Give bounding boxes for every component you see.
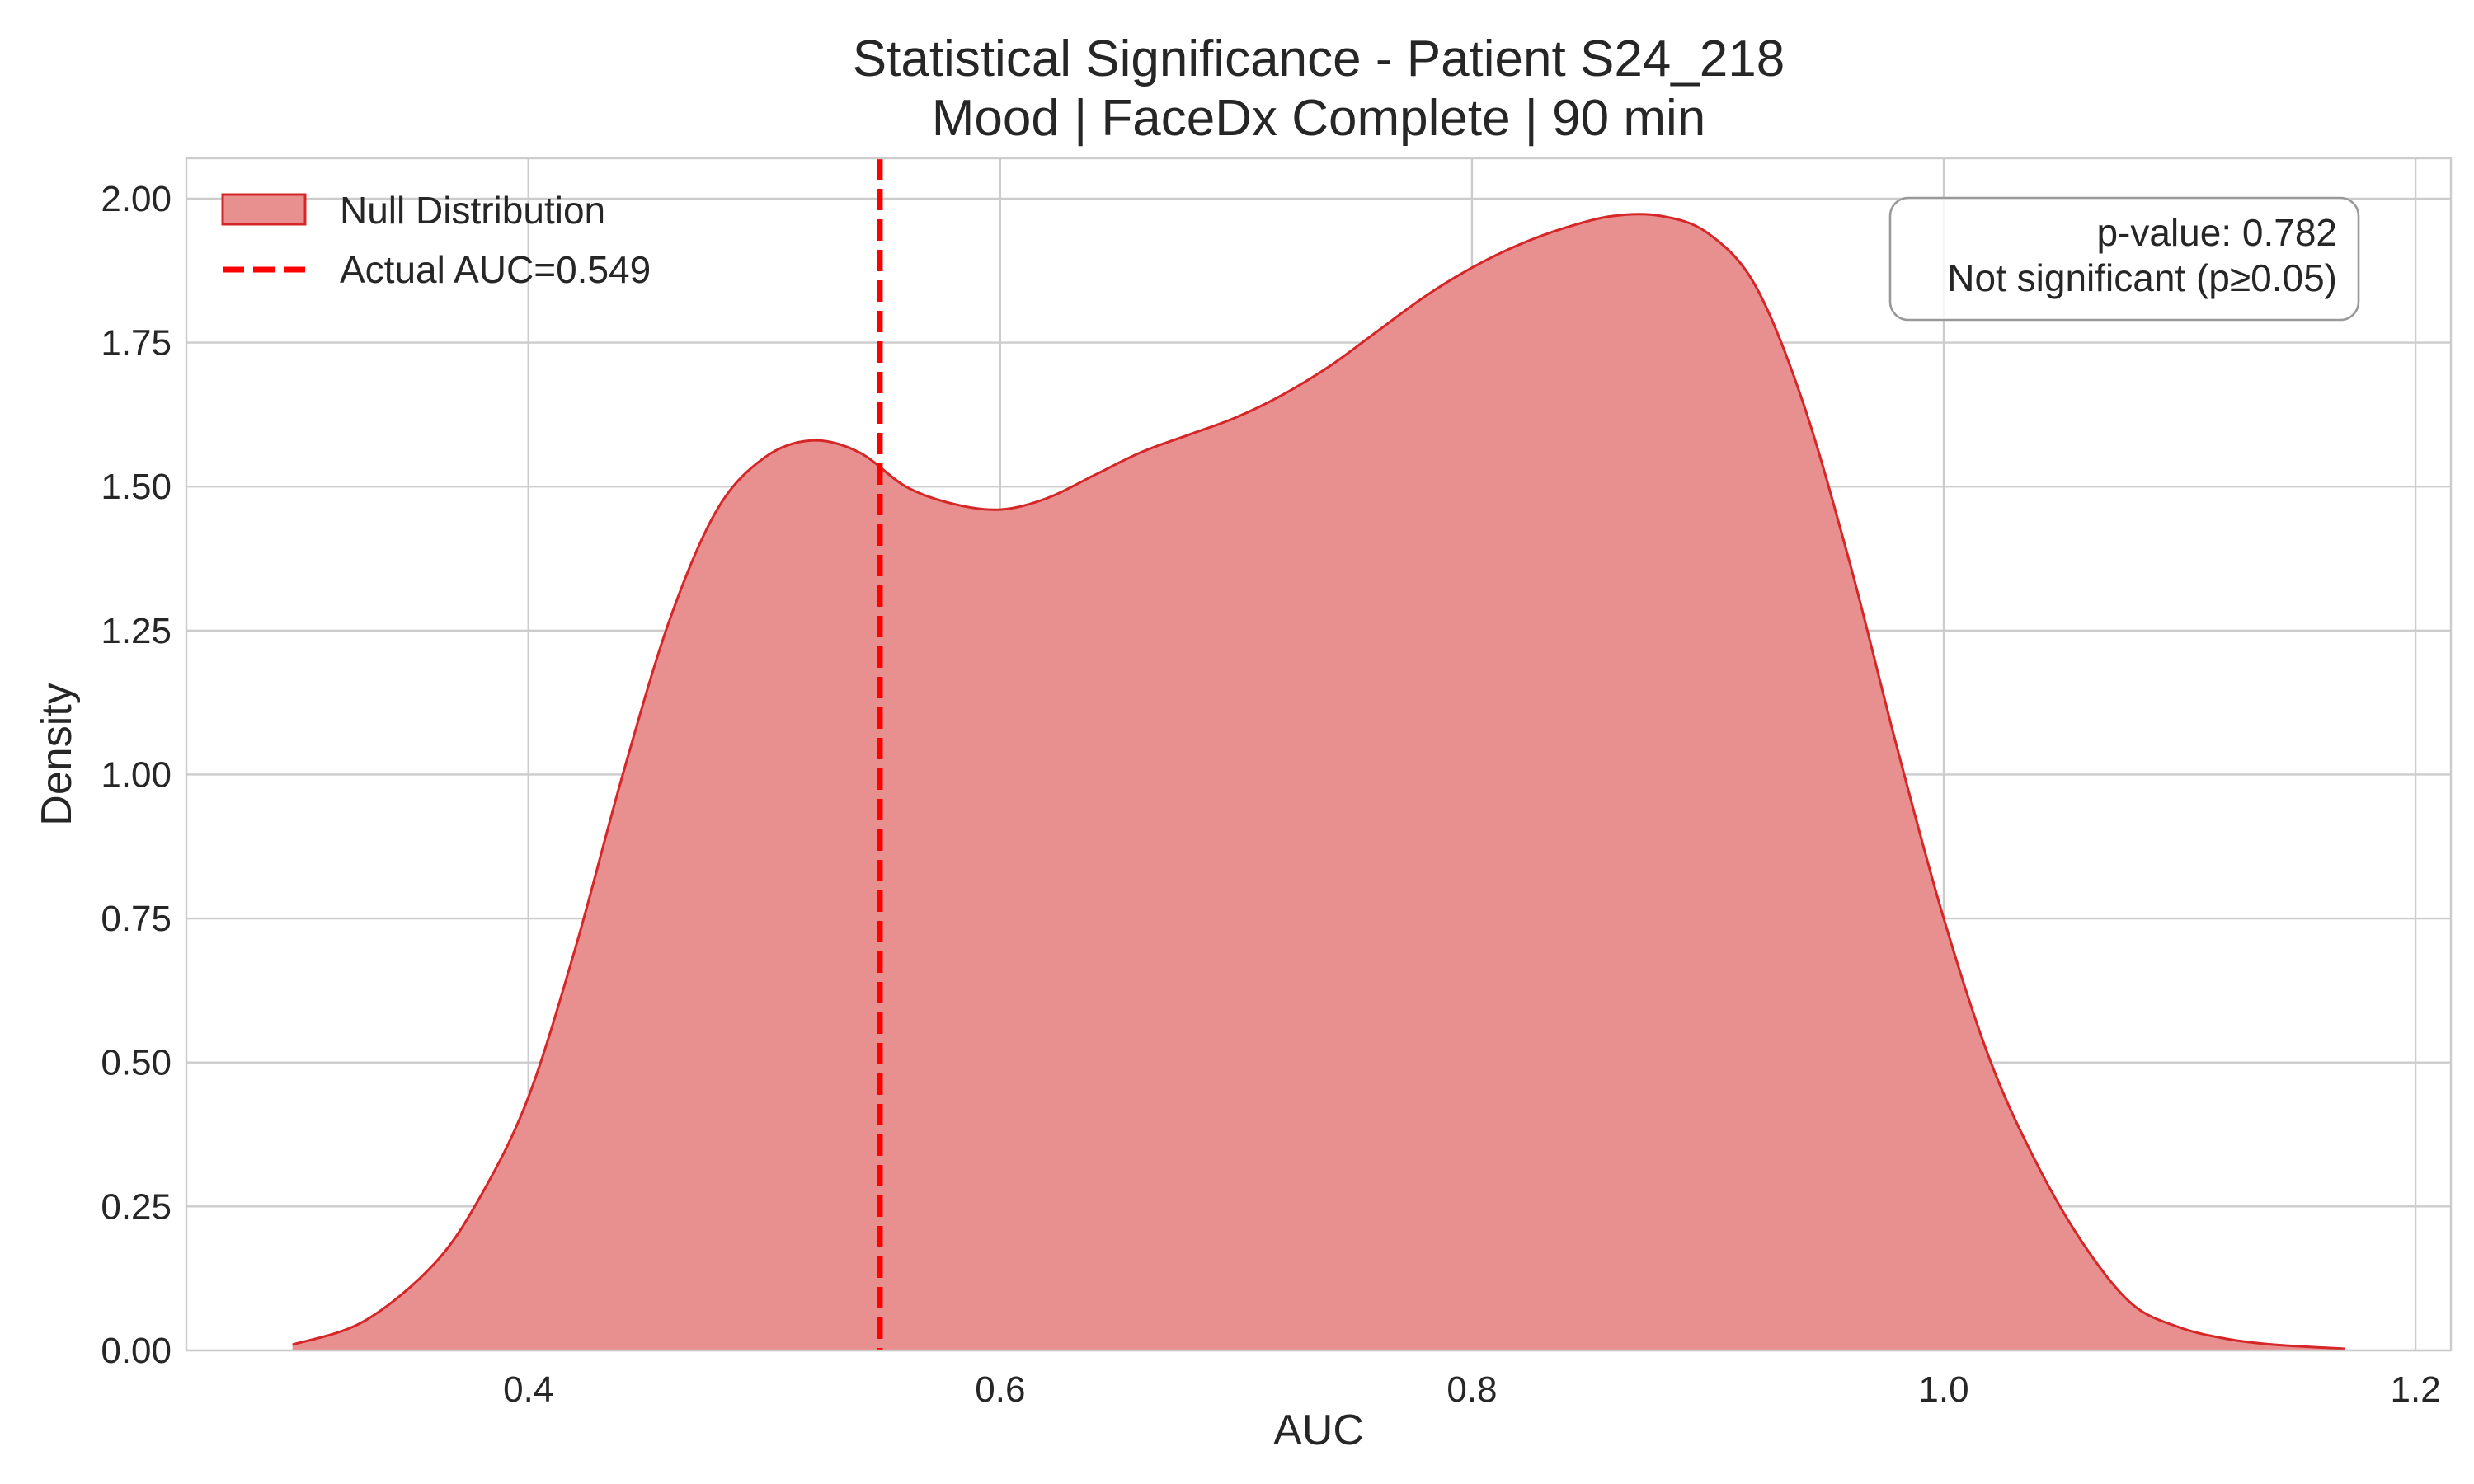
x-axis-label: AUC xyxy=(1273,1407,1364,1454)
x-tick-label: 0.6 xyxy=(975,1369,1025,1410)
y-tick-label: 1.50 xyxy=(101,467,172,507)
y-tick-label: 0.00 xyxy=(101,1331,172,1371)
chart-title-group: Statistical Significance - Patient S24_2… xyxy=(853,31,1785,147)
chart-subtitle: Mood | FaceDx Complete | 90 min xyxy=(932,90,1705,147)
y-axis-label: Density xyxy=(33,683,81,825)
y-tick-label: 1.00 xyxy=(101,754,172,795)
plot-area xyxy=(292,158,2345,1350)
x-axis-ticks: 0.4 0.6 0.8 1.0 1.2 xyxy=(503,1369,2441,1410)
p-value-annotation: p-value: 0.782 Not significant (p≥0.05) xyxy=(1888,196,2360,322)
plot-frame xyxy=(185,157,2453,1352)
annotation-significance: Not significant (p≥0.05) xyxy=(1947,256,2337,299)
y-tick-label: 1.75 xyxy=(101,323,172,364)
annotation-p-value: p-value: 0.782 xyxy=(2096,211,2337,254)
y-axis-ticks: 0.00 0.25 0.50 0.75 1.00 1.25 1.50 1.75 2.00 xyxy=(101,179,172,1371)
x-tick-label: 0.4 xyxy=(503,1369,553,1410)
y-tick-label: 0.50 xyxy=(101,1043,172,1083)
y-tick-label: 0.75 xyxy=(101,899,172,939)
x-tick-label: 1.0 xyxy=(1918,1369,1968,1410)
x-tick-label: 1.2 xyxy=(2391,1369,2441,1410)
x-tick-label: 0.8 xyxy=(1446,1369,1497,1410)
legend-swatch-null-distribution xyxy=(221,193,307,226)
y-tick-label: 1.25 xyxy=(101,611,172,651)
annotation-box xyxy=(1888,196,2360,322)
chart-title: Statistical Significance - Patient S24_2… xyxy=(853,31,1785,87)
legend-label-actual-auc: Actual AUC=0.549 xyxy=(340,248,651,291)
legend-label-null-distribution: Null Distribution xyxy=(340,189,605,232)
y-tick-label: 2.00 xyxy=(101,179,172,219)
y-tick-label: 0.25 xyxy=(101,1186,172,1227)
null-distribution-curve xyxy=(292,213,2345,1350)
null-distribution-area xyxy=(292,214,2345,1350)
legend: Null Distribution Actual AUC=0.549 xyxy=(221,189,651,291)
